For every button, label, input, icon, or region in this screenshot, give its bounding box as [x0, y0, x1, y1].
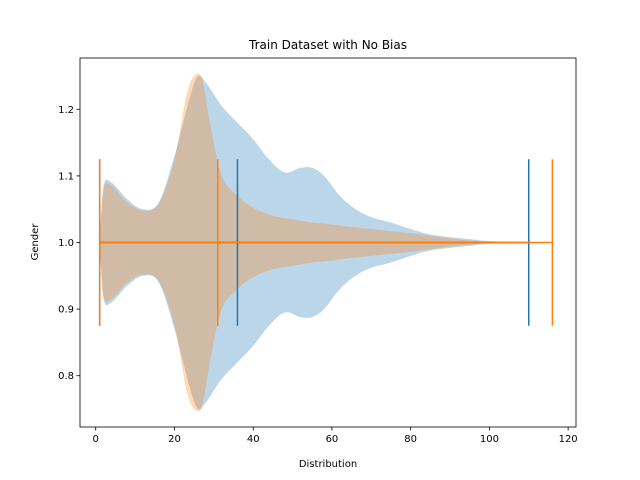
y-axis-label: Gender	[30, 223, 41, 261]
x-tick-label: 60	[326, 434, 339, 445]
y-tick-label: 0.9	[58, 305, 74, 316]
y-tick-label: 1.2	[58, 105, 74, 116]
y-tick-label: 1.1	[58, 171, 74, 182]
x-tick-label: 100	[480, 434, 499, 445]
y-tick-label: 1.0	[58, 238, 74, 249]
x-axis-label: Distribution	[299, 459, 357, 470]
x-tick-label: 80	[404, 434, 417, 445]
x-tick-label: 20	[168, 434, 181, 445]
plot-area: 0 20 40 60 80 100 120 0.8 0.9 1.0 1.1 1.2	[58, 57, 578, 445]
x-tick-label: 0	[93, 434, 99, 445]
chart-title: Train Dataset with No Bias	[248, 38, 407, 52]
x-tick-label: 40	[247, 434, 260, 445]
x-tick-label: 120	[559, 434, 578, 445]
y-tick-label: 0.8	[58, 371, 74, 382]
